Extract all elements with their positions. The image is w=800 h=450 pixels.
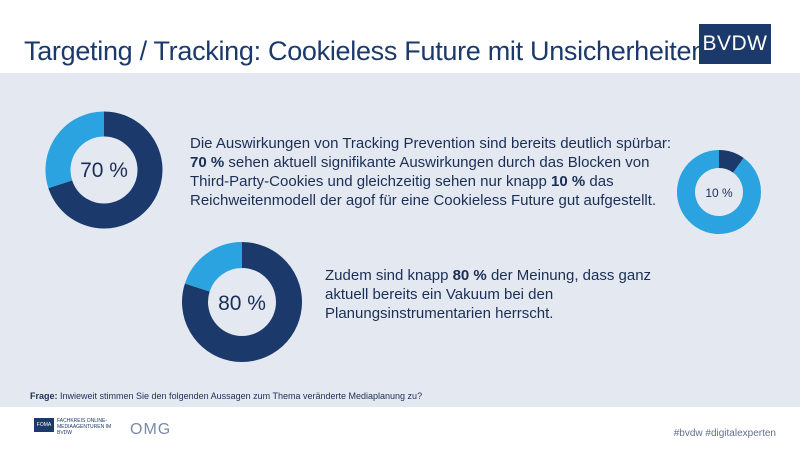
page-title: Targeting / Tracking: Cookieless Future … [24,36,706,66]
statement-second-pct-80: 80 % [452,267,487,284]
donut-segment-value [48,111,163,229]
fachkreis-logo: FOMA [34,418,54,432]
omg-logo: OMG [130,421,172,438]
donut-label-10: 10 % [705,186,733,200]
donut-segment-remainder [677,150,761,234]
statement-second: Zudem sind knapp 80 % der Meinung, dass … [325,266,655,323]
donut-chart-70: 70 % [45,111,163,229]
donut-segment-remainder [184,242,243,293]
donut-chart-80: 80 % [182,242,302,362]
statement-second-intro: Zudem sind knapp [325,267,453,284]
donut-segment-value [718,150,744,173]
fachkreis-text: FACHKREIS ONLINE-MEDIAAGENTUREN IM BVDW [57,418,112,436]
donut-label-70: 70 % [80,159,128,182]
bvdw-logo: BVDW [699,24,771,64]
question-label: Frage: [30,391,58,401]
statement-first-pct-10: 10 % [551,173,586,190]
question-text: Inwieweit stimmen Sie den folgenden Auss… [57,391,423,401]
hashtags: #bvdw #digitalexperten [673,428,776,439]
statement-first: Die Auswirkungen von Tracking Prevention… [190,134,682,210]
statement-first-mid: sehen aktuell signifikante Auswirkungen … [190,154,650,190]
statement-first-end: das Reichweitenmodell der agof für eine … [190,173,657,209]
survey-question: Frage: Inwieweit stimmen Sie den folgend… [30,391,422,401]
donut-chart-10: 10 % [677,150,761,234]
donut-segment-remainder [45,111,105,189]
donut-label-80: 80 % [218,292,266,315]
statement-first-intro: Die Auswirkungen von Tracking Prevention… [190,135,672,152]
donut-segment-value [182,242,302,362]
statement-first-pct-70: 70 % [190,154,225,171]
statement-second-end: der Meinung, dass ganz aktuell bereits e… [325,267,652,322]
